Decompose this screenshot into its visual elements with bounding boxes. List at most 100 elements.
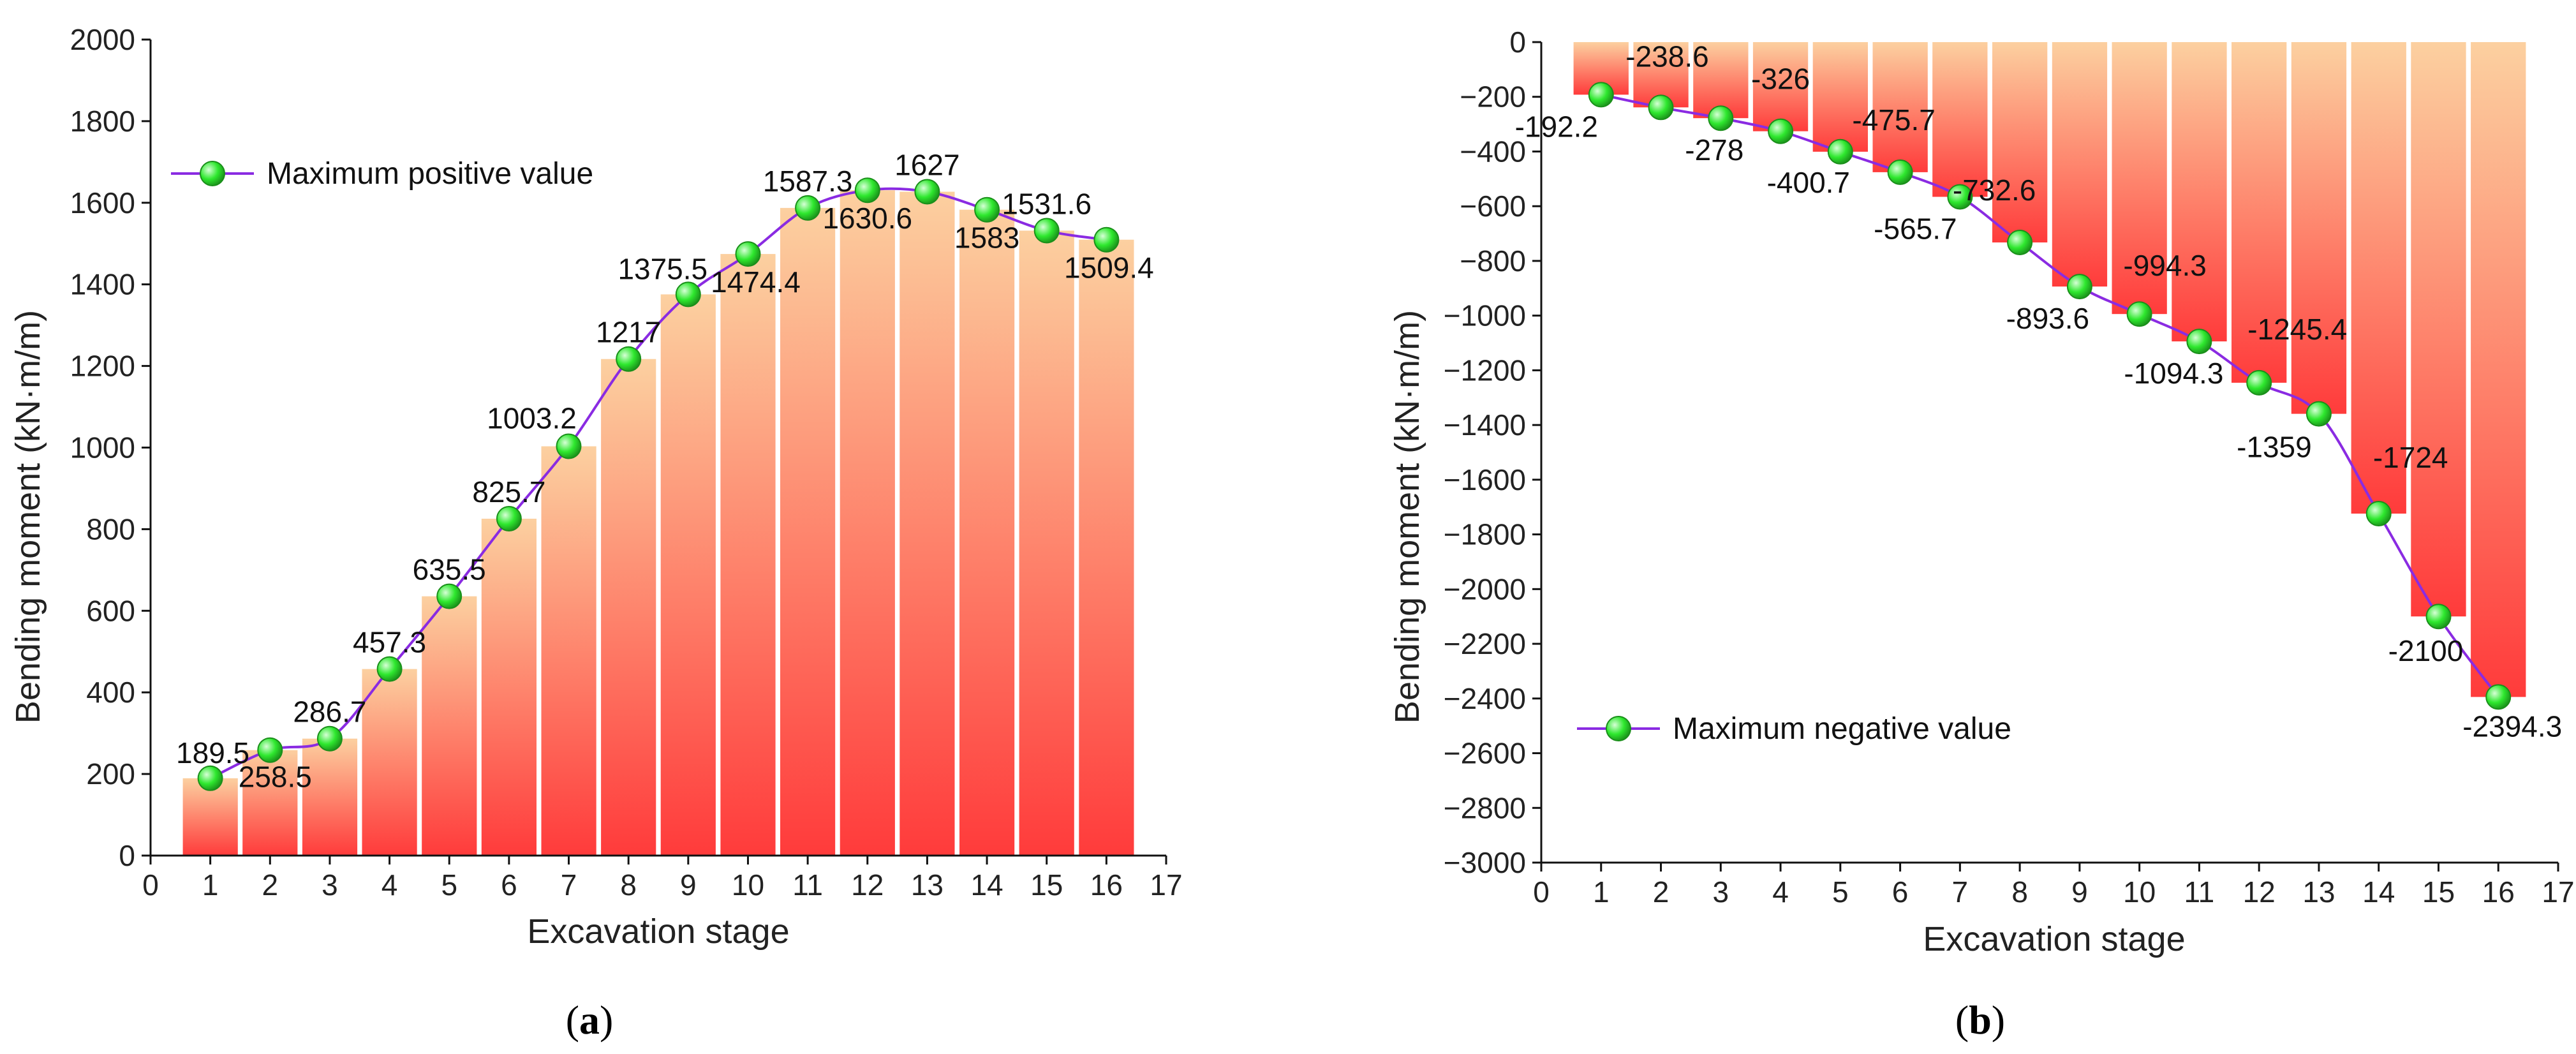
- panel-a-bar-stage-9: [660, 294, 716, 856]
- panel-b-y-tick-label: −2400: [1444, 682, 1526, 715]
- panel-b-data-label-stage-16: -2394.3: [2462, 709, 2562, 743]
- panel-a-bar-stage-16: [1079, 239, 1134, 856]
- panel-b-label: (b): [1955, 997, 2005, 1043]
- panel-a-data-label-stage-10: 1474.4: [711, 265, 801, 299]
- panel-a-data-label-stage-1: 189.5: [176, 736, 249, 769]
- panel-a-y-tick-label: 1400: [70, 268, 135, 301]
- panel-b-data-labels: -192.2 -238.6 -278 -326 -400.7-475.7 -565.7 -7…: [1515, 40, 2563, 743]
- panel-b-bar-stage-4: [1752, 42, 1809, 131]
- panel-b-bar-stage-10: [2112, 42, 2167, 315]
- panel-b-y-tick-label: −2200: [1444, 627, 1526, 660]
- panel-b-data-label-stage-1: -192.2: [1515, 110, 1598, 143]
- panel-a-data-label-stage-5: 635.5: [413, 553, 486, 586]
- panel-b-y-tick-label: −400: [1460, 135, 1526, 168]
- panel-b-data-label-stage-14: -1724: [2373, 441, 2448, 474]
- panel-a-y-tick-label: 1600: [70, 186, 135, 219]
- panel-b-marker-stage-4: [1768, 118, 1794, 144]
- panel-b-marker-stage-9: [2066, 274, 2092, 300]
- panel-b-x-tick-label: 1: [1593, 875, 1610, 909]
- panel-b-x-tick-label: 14: [2362, 875, 2395, 909]
- panel-a-y-tick-label: 1800: [70, 105, 135, 138]
- panel-a-x-tick-label: 8: [620, 868, 637, 902]
- panel-b-marker-stage-6: [1887, 159, 1913, 185]
- panel-a-marker-stage-4: [376, 656, 403, 682]
- panel-b-marker-stage-13: [2306, 401, 2332, 427]
- panel-b-x-tick-label: 2: [1653, 875, 1669, 909]
- panel-b-marker-stage-12: [2246, 369, 2272, 396]
- panel-a-y-tick-label: 2000: [70, 23, 135, 56]
- panel-b-y-tick-label: −800: [1460, 244, 1526, 278]
- panel-b-y-tick-label: −1800: [1444, 518, 1526, 551]
- panel-a-marker-stage-11: [795, 195, 821, 221]
- panel-a-data-label-stage-4: 457.3: [353, 626, 426, 659]
- panel-b-marker-stage-8: [2007, 230, 2033, 255]
- panel-a-data-label-stage-6: 825.7: [472, 475, 545, 508]
- panel-b-bar-stage-13: [2291, 42, 2347, 414]
- panel-a-x-tick-label: 16: [1090, 868, 1123, 902]
- panel-b-marker-stage-14: [2365, 501, 2392, 526]
- panel-b-x-tick-label: 0: [1533, 875, 1550, 909]
- panel-b-data-label-stage-8: -732.6: [1953, 174, 2036, 207]
- panel-a-x-tick-label: 6: [501, 868, 517, 902]
- panel-b-y-tick-label: −2600: [1444, 737, 1526, 770]
- panel-b-data-label-stage-13: -1359: [2237, 431, 2312, 464]
- panel-a-x-tick-label: 0: [142, 868, 159, 902]
- panel-a-marker-stage-15: [1033, 218, 1060, 244]
- panel-a-bar-stage-7: [541, 446, 596, 856]
- panel-a-line-series: [197, 177, 1120, 791]
- panel-a-y-axis-title: Bending moment (kN·m/m): [9, 310, 47, 724]
- panel-a-x-axis-title: Excavation stage: [527, 912, 789, 951]
- panel-b-marker-stage-3: [1708, 105, 1734, 131]
- panel-a-x-tick-label: 13: [911, 868, 944, 902]
- panel-b-bar-stage-15: [2411, 42, 2466, 617]
- panel-a-x-tick-label: 2: [262, 868, 278, 902]
- panel-a-x-tick-label: 3: [322, 868, 338, 902]
- panel-b-x-tick-label: 10: [2123, 875, 2156, 909]
- panel-a-data-label-stage-9: 1375.5: [618, 252, 707, 285]
- panel-a-y-tick-label: 0: [119, 839, 135, 872]
- panel-a-bar-stage-12: [840, 190, 895, 856]
- panel-a-data-label-stage-8: 1217: [596, 316, 661, 349]
- panel-b-bar-stage-12: [2232, 42, 2287, 383]
- panel-b-data-label-stage-4: -326: [1751, 63, 1810, 96]
- panel-a-x-tick-label: 17: [1150, 868, 1182, 902]
- panel-b-x-tick-label: 9: [2071, 875, 2088, 909]
- panel-b-data-label-stage-12: -1245.4: [2247, 313, 2347, 346]
- panel-b-data-label-stage-2: -238.6: [1625, 40, 1708, 73]
- panel-b-data-label-stage-9: -893.6: [2006, 302, 2089, 335]
- panel-b-y-tick-label: −2000: [1444, 572, 1526, 605]
- panel-a-marker-stage-8: [616, 346, 642, 372]
- panel-a-marker-stage-6: [496, 506, 522, 531]
- panel-a-x-tick-label: 15: [1030, 868, 1063, 902]
- panel-b-x-tick-label: 5: [1832, 875, 1849, 909]
- panel-a-marker-stage-7: [556, 433, 582, 459]
- panel-b-axes: 0 −200 −400 −600 −800 −1000 −1200 −1400 −1600 −18…: [1444, 26, 2575, 909]
- panel-a-marker-stage-14: [974, 197, 1000, 223]
- panel-b-marker-stage-11: [2186, 329, 2212, 355]
- panel-b-x-tick-label: 4: [1772, 875, 1789, 909]
- panel-a-data-label-stage-16: 1509.4: [1064, 251, 1154, 285]
- panel-b-x-tick-label: 16: [2482, 875, 2515, 909]
- panel-a-x-tick-label: 7: [561, 868, 577, 902]
- panel-a-y-tick-label: 400: [86, 676, 135, 709]
- panel-b-x-tick-label: 12: [2243, 875, 2276, 909]
- panel-b-bar-stage-14: [2351, 42, 2406, 514]
- panel-a-x-tick-label: 4: [381, 868, 398, 902]
- panel-a-data-label-stage-14: 1583: [954, 221, 1019, 255]
- panel-b-marker-stage-15: [2425, 604, 2452, 630]
- panel-b-x-tick-label: 15: [2422, 875, 2455, 909]
- panel-a-bar-stage-2: [242, 750, 298, 856]
- panel-a-data-label-stage-2: 258.5: [239, 761, 312, 794]
- panel-b-y-tick-label: −200: [1460, 80, 1526, 114]
- panel-b-y-tick-label: −2800: [1444, 791, 1526, 824]
- panel-b-bar-stage-6: [1872, 42, 1928, 172]
- panel-b-legend-marker: [1606, 716, 1631, 741]
- panel-b-y-axis-title: Bending moment (kN·m/m): [1388, 310, 1426, 724]
- panel-b-marker-stage-2: [1648, 94, 1674, 121]
- panel-b-y-tick-label: 0: [1509, 26, 1526, 59]
- panel-a-marker-stage-3: [316, 725, 343, 752]
